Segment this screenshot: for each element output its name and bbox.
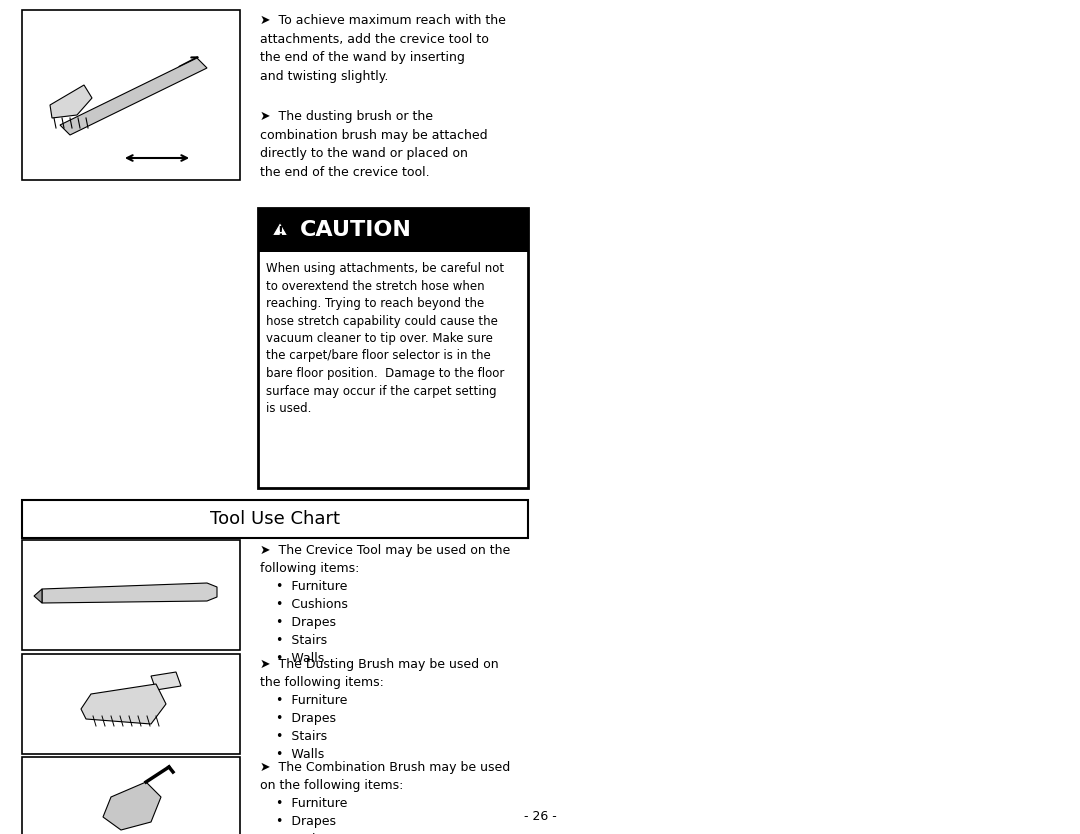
Polygon shape <box>50 85 92 118</box>
Polygon shape <box>81 684 166 724</box>
Polygon shape <box>272 223 287 235</box>
Text: ➤  The Crevice Tool may be used on the
following items:
    •  Furniture
    •  : ➤ The Crevice Tool may be used on the fo… <box>260 544 510 665</box>
Text: CAUTION: CAUTION <box>300 220 411 240</box>
Text: ➤  To achieve maximum reach with the
attachments, add the crevice tool to
the en: ➤ To achieve maximum reach with the atta… <box>260 14 505 83</box>
Polygon shape <box>151 672 181 690</box>
Polygon shape <box>60 58 207 135</box>
Bar <box>258 208 528 252</box>
Polygon shape <box>42 583 217 603</box>
Bar <box>22 654 240 754</box>
Text: When using attachments, be careful not
to overextend the stretch hose when
reach: When using attachments, be careful not t… <box>266 262 504 415</box>
Text: !: ! <box>278 224 283 238</box>
Bar <box>258 208 528 488</box>
Bar <box>22 500 528 538</box>
Text: ➤  The dusting brush or the
combination brush may be attached
directly to the wa: ➤ The dusting brush or the combination b… <box>260 110 488 178</box>
Bar <box>22 757 240 834</box>
Text: ➤  The Combination Brush may be used
on the following items:
    •  Furniture
  : ➤ The Combination Brush may be used on t… <box>260 761 510 834</box>
Text: Tool Use Chart: Tool Use Chart <box>210 510 340 528</box>
Text: ➤  The Dusting Brush may be used on
the following items:
    •  Furniture
    • : ➤ The Dusting Brush may be used on the f… <box>260 658 499 761</box>
Polygon shape <box>103 782 161 830</box>
Bar <box>22 540 240 650</box>
Bar <box>22 10 240 180</box>
Text: - 26 -: - 26 - <box>524 810 556 823</box>
Polygon shape <box>33 589 42 603</box>
